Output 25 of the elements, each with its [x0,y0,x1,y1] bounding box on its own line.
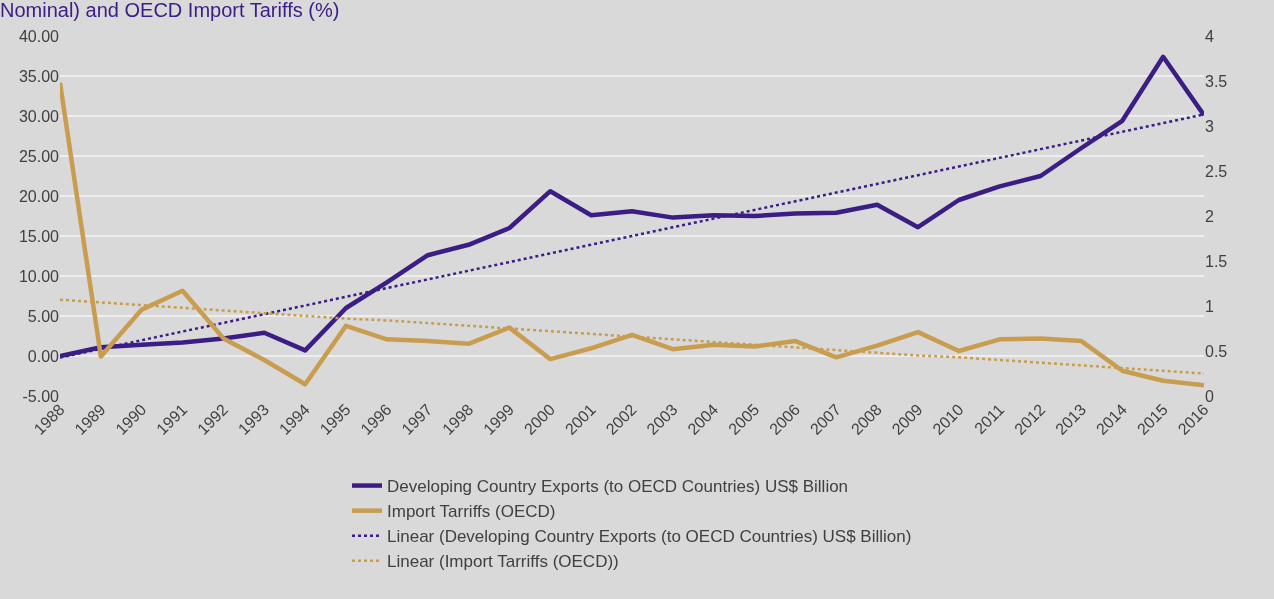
line-series [60,80,1204,388]
y2-tick-label: 3.5 [1205,72,1228,90]
y-tick-label: 15.00 [18,227,60,245]
legend-label: Developing Country Exports (to OECD Countries) US$ Billion [387,477,849,497]
legend-label: Import Tarriffs (OECD) [387,502,556,522]
y2-tick-label: 4 [1205,27,1214,45]
y2-tick-label: 2.5 [1205,162,1228,180]
y-tick-label: 40.00 [18,27,60,45]
y-tick-label: 35.00 [18,67,60,85]
legend-label: Linear (Import Tarriffs (OECD)) [387,552,619,572]
y-tick-label: 30.00 [18,107,60,125]
chart-title: Nominal) and OECD Import Tariffs (%) [0,0,340,21]
y-tick-label: 5.00 [27,307,60,325]
y-tick-label: 10.00 [18,267,60,285]
y2-tick-label: 0 [1205,387,1214,405]
y2-tick-label: 3 [1205,117,1214,135]
y-tick-label: -5.00 [22,387,60,405]
y2-tick-label: 1.5 [1205,252,1228,270]
y-tick-label: 0.00 [27,347,60,365]
y2-tick-label: 0.5 [1205,342,1228,360]
y2-tick-label: 2 [1205,207,1214,225]
y2-tick-label: 1 [1205,297,1214,315]
y-tick-label: 20.00 [18,187,60,205]
y-tick-label: 25.00 [18,147,60,165]
legend-label: Linear (Developing Country Exports (to OECD Countries) US$ Billion) [387,527,912,547]
